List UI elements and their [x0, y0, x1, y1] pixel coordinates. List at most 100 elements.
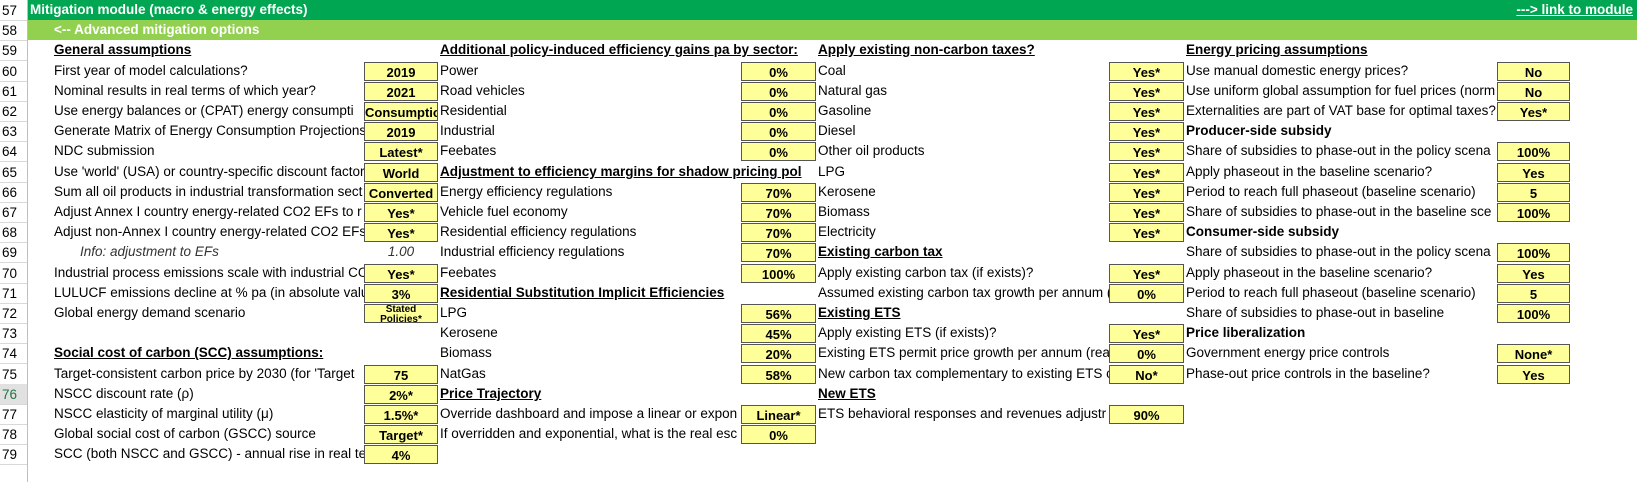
- link-to-module[interactable]: ---> link to module: [1516, 2, 1633, 17]
- row-number[interactable]: 60: [0, 61, 27, 82]
- existing-carbon-tax-header: Existing carbon tax: [818, 244, 943, 259]
- setting-value-cell[interactable]: Latest*: [364, 142, 438, 161]
- setting-value-cell[interactable]: 2019: [364, 122, 438, 141]
- existing-ets-value-cell[interactable]: 0%: [1109, 344, 1184, 363]
- carbon-tax-value-cell[interactable]: Yes*: [1109, 264, 1184, 283]
- efficiency-margin-value-cell[interactable]: 100%: [741, 264, 816, 283]
- producer-subsidy-value-cell[interactable]: 100%: [1497, 142, 1570, 161]
- info-value: 1.00: [387, 244, 415, 259]
- non-carbon-tax-label: Kerosene: [818, 184, 876, 199]
- efficiency-gain-value-cell[interactable]: 0%: [741, 82, 816, 101]
- efficiency-margin-value-cell[interactable]: 70%: [741, 183, 816, 202]
- row-number[interactable]: 75: [0, 364, 27, 385]
- efficiency-gain-value-cell[interactable]: 0%: [741, 102, 816, 121]
- scc-setting-value-cell[interactable]: 75: [364, 365, 438, 384]
- row-number[interactable]: 61: [0, 81, 27, 102]
- row-number[interactable]: 66: [0, 182, 27, 203]
- producer-subsidy-value-cell[interactable]: 5: [1497, 183, 1570, 202]
- carbon-tax-value-cell[interactable]: 0%: [1109, 284, 1184, 303]
- scc-setting-value-cell[interactable]: Target*: [364, 425, 438, 444]
- consumer-subsidy-value-cell[interactable]: Yes: [1497, 264, 1570, 283]
- setting-label: Adjust Annex I country energy-related CO…: [54, 204, 362, 219]
- non-carbon-tax-value-cell[interactable]: Yes*: [1109, 62, 1184, 81]
- setting-value-cell[interactable]: Converted: [364, 183, 438, 202]
- setting-label: Sum all oil products in industrial trans…: [54, 184, 363, 199]
- efficiency-gain-value-cell[interactable]: 0%: [741, 62, 816, 81]
- producer-subsidy-value-cell[interactable]: Yes: [1497, 163, 1570, 182]
- row-number[interactable]: 71: [0, 283, 27, 304]
- row-number[interactable]: 77: [0, 404, 27, 425]
- row-number[interactable]: 78: [0, 424, 27, 445]
- row-number[interactable]: 72: [0, 303, 27, 324]
- existing-ets-value-cell[interactable]: Yes*: [1109, 324, 1184, 343]
- consumer-subsidy-label: Share of subsidies to phase-out in basel…: [1186, 305, 1445, 320]
- efficiency-gain-value-cell[interactable]: 0%: [741, 142, 816, 161]
- producer-subsidy-label: Share of subsidies to phase-out in the p…: [1186, 143, 1491, 158]
- residential-substitution-value-cell[interactable]: 58%: [741, 365, 816, 384]
- price-liberalization-value-cell[interactable]: Yes: [1497, 365, 1570, 384]
- row-number[interactable]: 58: [0, 20, 27, 41]
- scc-setting-value-cell[interactable]: 2%*: [364, 385, 438, 404]
- setting-label: Info: adjustment to EFs: [80, 244, 219, 259]
- price-trajectory-value-cell[interactable]: Linear*: [741, 405, 816, 424]
- row-number[interactable]: 62: [0, 101, 27, 122]
- row-number[interactable]: 76: [0, 384, 27, 405]
- efficiency-margin-value-cell[interactable]: 70%: [741, 203, 816, 222]
- setting-value-cell[interactable]: Yes*: [364, 223, 438, 242]
- residential-substitution-label: NatGas: [440, 366, 486, 381]
- energy-pricing-value-cell[interactable]: No: [1497, 82, 1570, 101]
- setting-value-cell[interactable]: 2019: [364, 62, 438, 81]
- row-number[interactable]: 74: [0, 343, 27, 364]
- non-carbon-tax-value-cell[interactable]: Yes*: [1109, 163, 1184, 182]
- row-number[interactable]: 67: [0, 202, 27, 223]
- energy-pricing-value-cell[interactable]: Yes*: [1497, 102, 1570, 121]
- efficiency-gain-value-cell[interactable]: 0%: [741, 122, 816, 141]
- row-number[interactable]: 68: [0, 222, 27, 243]
- existing-ets-value-cell[interactable]: No*: [1109, 365, 1184, 384]
- energy-pricing-value-cell[interactable]: No: [1497, 62, 1570, 81]
- row-number[interactable]: 70: [0, 263, 27, 284]
- non-carbon-tax-value-cell[interactable]: Yes*: [1109, 122, 1184, 141]
- row-number[interactable]: 64: [0, 141, 27, 162]
- residential-substitution-value-cell[interactable]: 45%: [741, 324, 816, 343]
- setting-value-cell[interactable]: Yes*: [364, 203, 438, 222]
- row-number[interactable]: 65: [0, 162, 27, 183]
- price-liberalization-value-cell[interactable]: None*: [1497, 344, 1570, 363]
- consumer-subsidy-value-cell[interactable]: 100%: [1497, 243, 1570, 262]
- row-number[interactable]: 79: [0, 444, 27, 465]
- row-number[interactable]: 57: [0, 0, 27, 21]
- scc-setting-label: NSCC elasticity of marginal utility (μ): [54, 406, 274, 421]
- setting-value-cell[interactable]: Stated Policies*: [364, 304, 438, 323]
- residential-substitution-value-cell[interactable]: 56%: [741, 304, 816, 323]
- consumer-subsidy-value-cell[interactable]: 100%: [1497, 304, 1570, 323]
- setting-value-cell[interactable]: World: [364, 163, 438, 182]
- carbon-tax-label: Apply existing carbon tax (if exists)?: [818, 265, 1034, 280]
- non-carbon-tax-value-cell[interactable]: Yes*: [1109, 223, 1184, 242]
- non-carbon-tax-value-cell[interactable]: Yes*: [1109, 183, 1184, 202]
- producer-subsidy-value-cell[interactable]: 100%: [1497, 203, 1570, 222]
- price-trajectory-value-cell[interactable]: 0%: [741, 425, 816, 444]
- non-carbon-tax-value-cell[interactable]: Yes*: [1109, 102, 1184, 121]
- setting-value-cell[interactable]: 2021: [364, 82, 438, 101]
- non-carbon-tax-value-cell[interactable]: Yes*: [1109, 82, 1184, 101]
- scc-setting-value-cell[interactable]: 4%: [364, 445, 438, 464]
- row-number[interactable]: 69: [0, 242, 27, 263]
- non-carbon-tax-value-cell[interactable]: Yes*: [1109, 203, 1184, 222]
- row-number[interactable]: 63: [0, 121, 27, 142]
- scc-setting-value-cell[interactable]: 1.5%*: [364, 405, 438, 424]
- new-ets-value-cell[interactable]: 90%: [1109, 405, 1184, 424]
- residential-substitution-value-cell[interactable]: 20%: [741, 344, 816, 363]
- row-number[interactable]: 59: [0, 40, 27, 61]
- energy-pricing-label: Externalities are part of VAT base for o…: [1186, 103, 1496, 118]
- row-number[interactable]: 73: [0, 323, 27, 344]
- non-carbon-tax-value-cell[interactable]: Yes*: [1109, 142, 1184, 161]
- efficiency-margin-value-cell[interactable]: 70%: [741, 243, 816, 262]
- producer-subsidy-label: Apply phaseout in the baseline scenario?: [1186, 164, 1433, 179]
- setting-value-cell[interactable]: Yes*: [364, 264, 438, 283]
- consumer-subsidy-value-cell[interactable]: 5: [1497, 284, 1570, 303]
- setting-value-cell[interactable]: Consumptio: [364, 102, 438, 121]
- advanced-options-link[interactable]: <-- Advanced mitigation options: [54, 22, 260, 37]
- efficiency-margin-value-cell[interactable]: 70%: [741, 223, 816, 242]
- efficiency-gains-header: Additional policy-induced efficiency gai…: [440, 42, 798, 57]
- setting-value-cell[interactable]: 3%: [364, 284, 438, 303]
